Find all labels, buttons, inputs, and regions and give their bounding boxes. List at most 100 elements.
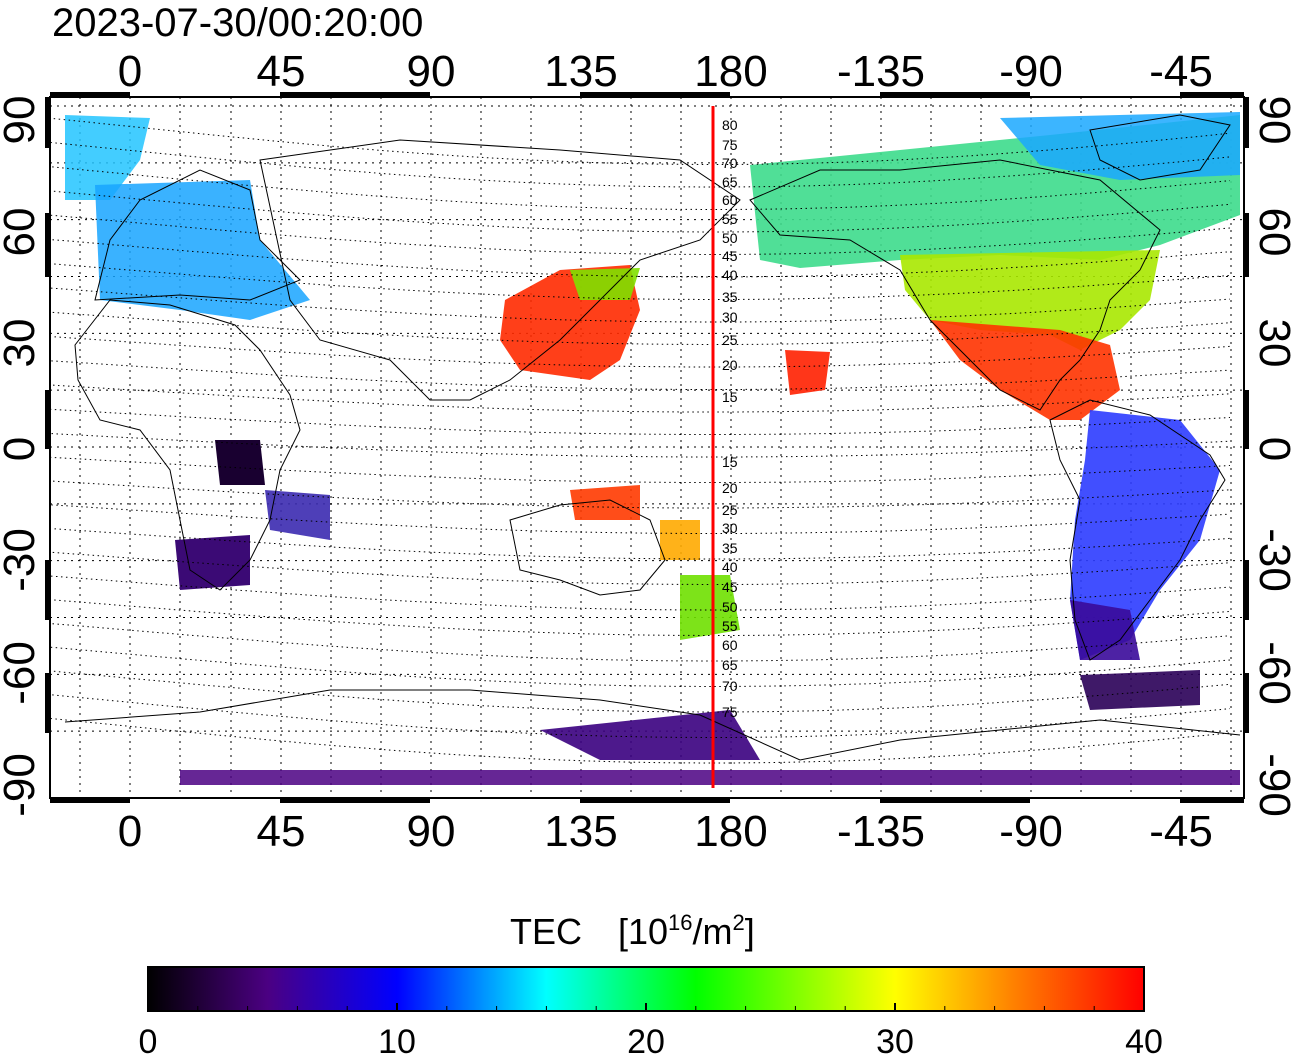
top-axis-tick-label: -45 [1149, 47, 1213, 96]
axes: 0 45 90 135 180 -135 -90 -450 45 90 135 180 -135 -90-… [0, 47, 1294, 856]
coastline-antarctica [64, 689, 1241, 761]
tec-region-antarctica-strip [180, 770, 1240, 785]
terminator-label-north: 40 [722, 267, 738, 283]
terminator-contour [50, 287, 1231, 323]
terminator-label-north: 55 [722, 211, 738, 227]
terminator-labels: 80 75 70 65 60 55 50 45 40 35 30 25 20 15 15 20 25 30 35 40… [722, 117, 738, 720]
coastline-australia [509, 499, 666, 596]
terminator-contours [50, 117, 1231, 764]
tec-region-east-africa [265, 490, 330, 540]
coastline-africa [74, 299, 301, 591]
terminator-label-south: 20 [722, 480, 738, 496]
tec-region-south-america-tip [1070, 600, 1140, 660]
axis-bar-right [1243, 213, 1249, 277]
tec-region-southern-africa [175, 535, 250, 590]
bottom-axis-tick-label: -135 [837, 807, 925, 856]
axis-bar-top [50, 92, 130, 98]
terminator-label-north: 75 [722, 137, 738, 153]
bottom-axis-tick-label: 90 [407, 807, 456, 856]
axis-bar-top [1180, 92, 1244, 98]
colorbar-tick-label: 20 [627, 1023, 665, 1057]
terminator-contour [50, 575, 1231, 611]
colorbar-unit-suffix: ] [745, 911, 755, 952]
terminator-label-north: 35 [722, 289, 738, 305]
bottom-axis-tick-label: -90 [999, 807, 1063, 856]
terminator-label-south: 60 [722, 637, 738, 653]
top-axis-tick-label: 135 [544, 47, 617, 96]
colorbar-tick-label: 30 [876, 1023, 914, 1057]
terminator-label-north: 45 [722, 248, 738, 264]
terminator-contour [50, 717, 1231, 764]
colorbar: TEC [1016/m2] 0 10 20 30 40 [139, 910, 1163, 1057]
tec-region-central-africa [215, 440, 265, 485]
left-axis-tick-label: 0 [0, 437, 44, 461]
axis-bar-bottom [580, 797, 730, 803]
terminator-label-south: 55 [722, 618, 738, 634]
left-axis-tick-label: 30 [0, 319, 44, 368]
coastline-europe [94, 169, 301, 301]
terminator-label-north: 30 [722, 309, 738, 325]
terminator-label-south: 50 [722, 599, 738, 615]
colorbar-unit-prefix: [10 [618, 911, 668, 952]
axis-bar-bottom [1180, 797, 1244, 803]
tec-region-arctic-europe [65, 115, 150, 200]
terminator-label-south: 15 [722, 454, 738, 470]
right-axis-tick-label: -90 [1250, 753, 1294, 817]
colorbar-title: TEC [510, 911, 582, 952]
axis-bar-top [580, 92, 730, 98]
terminator-label-south: 70 [722, 678, 738, 694]
terminator-label-south: 65 [722, 657, 738, 673]
bottom-axis-tick-label: 135 [544, 807, 617, 856]
terminator-label-north: 50 [722, 230, 738, 246]
terminator-label-south: 75 [722, 704, 738, 720]
bottom-axis-tick-label: -45 [1149, 807, 1213, 856]
terminator-contour [50, 646, 1231, 687]
axis-bar-left [45, 560, 51, 620]
axis-bar-bottom [280, 797, 430, 803]
left-axis-tick-label: -60 [0, 641, 44, 705]
left-axis-tick-label: 60 [0, 208, 44, 257]
bottom-axis-tick-label: 180 [694, 807, 767, 856]
tec-region-new-zealand [680, 575, 740, 640]
top-axis-tick-label: -135 [837, 47, 925, 96]
terminator-label-south: 45 [722, 579, 738, 595]
colorbar-ticks: 0 10 20 30 40 [139, 1003, 1163, 1057]
terminator-label-south: 35 [722, 540, 738, 556]
axis-bar-right [1243, 390, 1249, 449]
axis-bar-right [1243, 673, 1249, 733]
axis-bar-top [880, 92, 1030, 98]
bottom-axis-tick-label: 0 [118, 807, 142, 856]
axis-bar-right [1243, 97, 1249, 148]
coastline-north-america [749, 159, 1161, 411]
terminator-label-north: 65 [722, 174, 738, 190]
tec-region-europe [95, 180, 310, 320]
right-axis-tick-label: 60 [1250, 208, 1294, 257]
top-axis-tick-label: 0 [118, 47, 142, 96]
colorbar-unit: [1016/m2] [618, 910, 755, 952]
tec-region-antarctic-peninsula [1080, 670, 1200, 710]
terminator-contour [50, 263, 1231, 300]
top-axis-tick-label: -90 [999, 47, 1063, 96]
coastline-greenland [1089, 114, 1231, 181]
colorbar-unit-exp2: 2 [733, 910, 745, 935]
axis-bar-right [1243, 560, 1249, 620]
tec-region-south-america [1070, 410, 1220, 660]
left-axis-tick-label: -30 [0, 528, 44, 592]
tec-region-central-pacific [785, 350, 830, 395]
tec-region-greenland [1000, 112, 1240, 180]
right-axis-tick-label: -30 [1250, 528, 1294, 592]
axis-bar-left [45, 213, 51, 277]
axis-bar-left [45, 97, 51, 148]
terminator-label-north: 20 [722, 357, 738, 373]
top-axis-tick-label: 180 [694, 47, 767, 96]
left-axis-tick-label: 90 [0, 96, 44, 145]
terminator-label-north: 70 [722, 155, 738, 171]
bottom-axis-tick-label: 45 [257, 807, 306, 856]
axis-bar-left [45, 390, 51, 449]
tec-region-australia-east [660, 520, 700, 560]
terminator-label-north: 25 [722, 332, 738, 348]
right-axis-tick-label: -60 [1250, 641, 1294, 705]
colorbar-tick-label: 10 [378, 1023, 416, 1057]
terminator-label-south: 25 [722, 502, 738, 518]
